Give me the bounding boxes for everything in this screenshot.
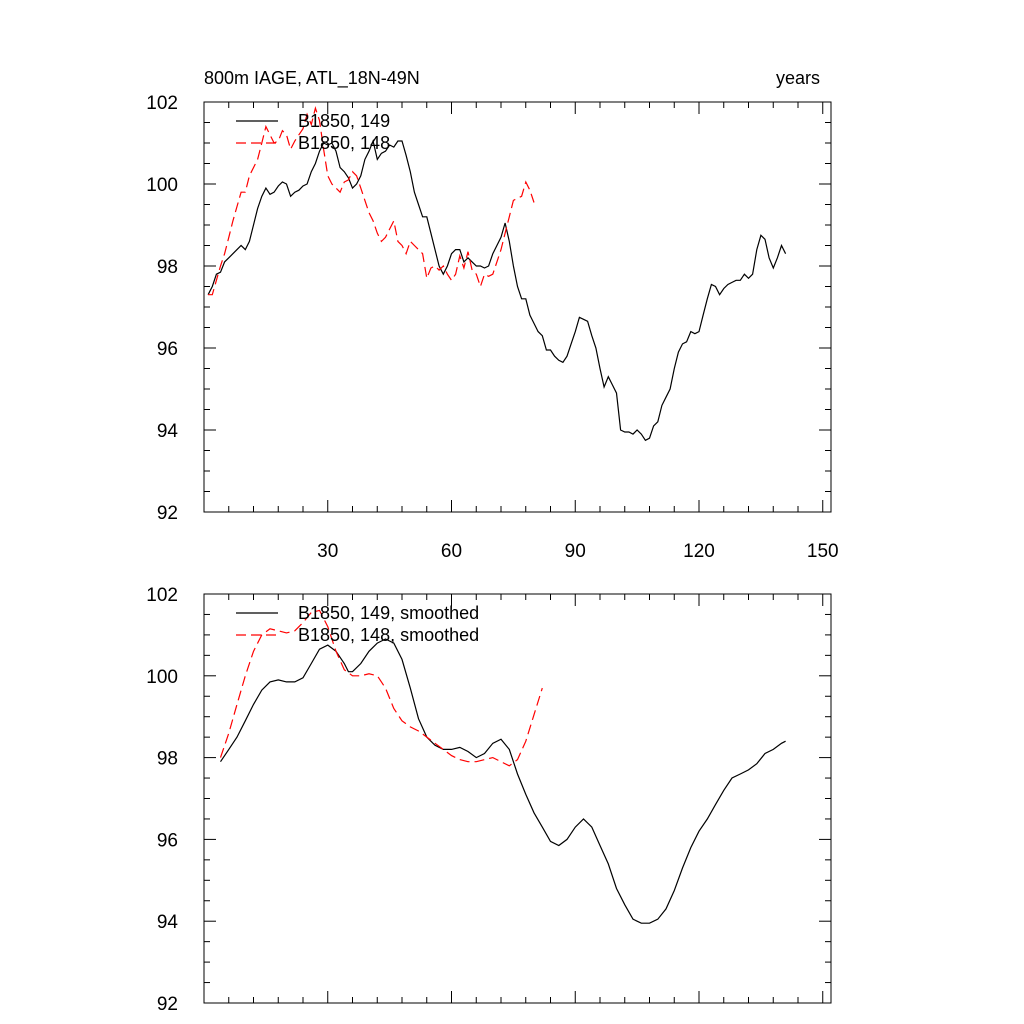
top-y-tick-label: 94 [157,421,179,442]
top-legend-label: B1850, 149 [298,111,390,131]
bottom-series-line-black [220,638,786,924]
top-y-tick-label: 98 [157,257,178,278]
top-x-tick-label: 30 [317,541,338,562]
top-y-tick-label: 102 [146,93,178,114]
top-x-tick-label: 120 [683,541,715,562]
bottom-legend-label: B1850, 149, smoothed [298,603,479,623]
top-series-line-red [208,106,535,296]
bottom-series-line-red [219,609,543,767]
top-x-tick-label: 150 [807,541,839,562]
top-y-tick-label: 96 [157,339,178,360]
top-panel-title-right: years [776,68,820,88]
top-plot-frame [203,101,832,513]
bottom-y-tick-label: 102 [146,585,178,606]
top-legend-label: B1850, 148 [298,133,390,153]
bottom-y-tick-label: 94 [157,912,179,933]
bottom-legend-label: B1850, 148, smoothed [298,625,479,645]
top-series-line-black [207,138,787,442]
top-x-tick-label: 60 [441,541,462,562]
bottom-y-tick-label: 100 [146,667,178,688]
top-panel: 800m IAGE, ATL_18N-49N years 92 94 96 98 100… [146,68,838,562]
bottom-panel: 92 94 96 98 100 102 B1850, 149, smoothedB1850,… [146,585,832,1015]
bottom-y-tick-label: 98 [157,749,178,770]
bottom-plot-frame [203,593,832,1004]
top-panel-title-left: 800m IAGE, ATL_18N-49N [204,68,420,89]
top-x-tick-label: 90 [565,541,586,562]
top-y-tick-label: 100 [146,175,178,196]
top-y-tick-label: 92 [157,503,178,524]
bottom-y-tick-label: 96 [157,830,178,851]
bottom-y-tick-label: 92 [157,994,178,1015]
